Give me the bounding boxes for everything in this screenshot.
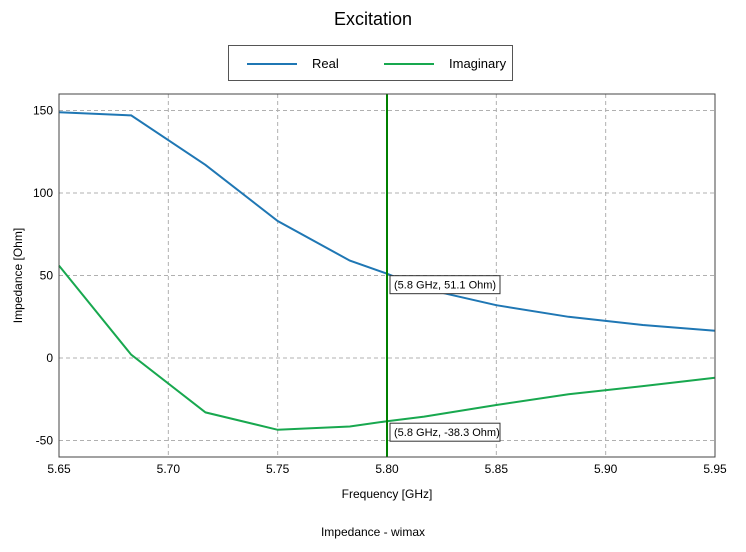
- legend-swatch-imaginary: [384, 63, 434, 65]
- plot-frame: [58, 93, 716, 458]
- marker-annotation-text: (5.8 GHz, 51.1 Ohm): [394, 280, 496, 292]
- x-tick-label: 5.65: [47, 462, 71, 476]
- x-tick-label: 5.70: [157, 462, 181, 476]
- y-tick-label: 150: [33, 104, 53, 118]
- legend-label-imaginary: Imaginary: [449, 56, 507, 71]
- y-tick-label: 50: [40, 269, 54, 283]
- x-tick-label: 5.75: [266, 462, 290, 476]
- x-tick-label: 5.80: [375, 462, 399, 476]
- y-axis-label: Impedance [Ohm]: [11, 228, 25, 323]
- legend-label-real: Real: [312, 56, 339, 71]
- tick-labels: 5.65 5.70 5.75 5.80 5.85 5.90 5.95 150 100 50 0 -50: [33, 104, 727, 477]
- x-tick-label: 5.95: [703, 462, 727, 476]
- y-tick-label: -50: [36, 434, 54, 448]
- chart-svg: 5.65 5.70 5.75 5.80 5.85 5.90 5.95 150 100 50 0 -50…: [11, 93, 727, 501]
- marker-annotation-box: [389, 422, 501, 442]
- marker-annotation-text: (5.8 GHz, -38.3 Ohm): [394, 427, 500, 439]
- y-tick-label: 100: [33, 186, 53, 200]
- marker-annotation-box: [389, 275, 501, 295]
- y-tick-label: 0: [46, 351, 53, 365]
- x-axis-label: Frequency [GHz]: [342, 487, 433, 501]
- footer-caption: Impedance - wimax: [320, 525, 426, 539]
- legend: Real Imaginary: [228, 45, 513, 81]
- marker-group: (5.8 GHz, 51.1 Ohm) (5.8 GHz, -38.3 Ohm): [386, 94, 501, 457]
- x-tick-label: 5.90: [594, 462, 618, 476]
- x-tick-label: 5.85: [485, 462, 509, 476]
- legend-swatch-real: [247, 63, 297, 65]
- chart-title: Excitation: [333, 9, 413, 29]
